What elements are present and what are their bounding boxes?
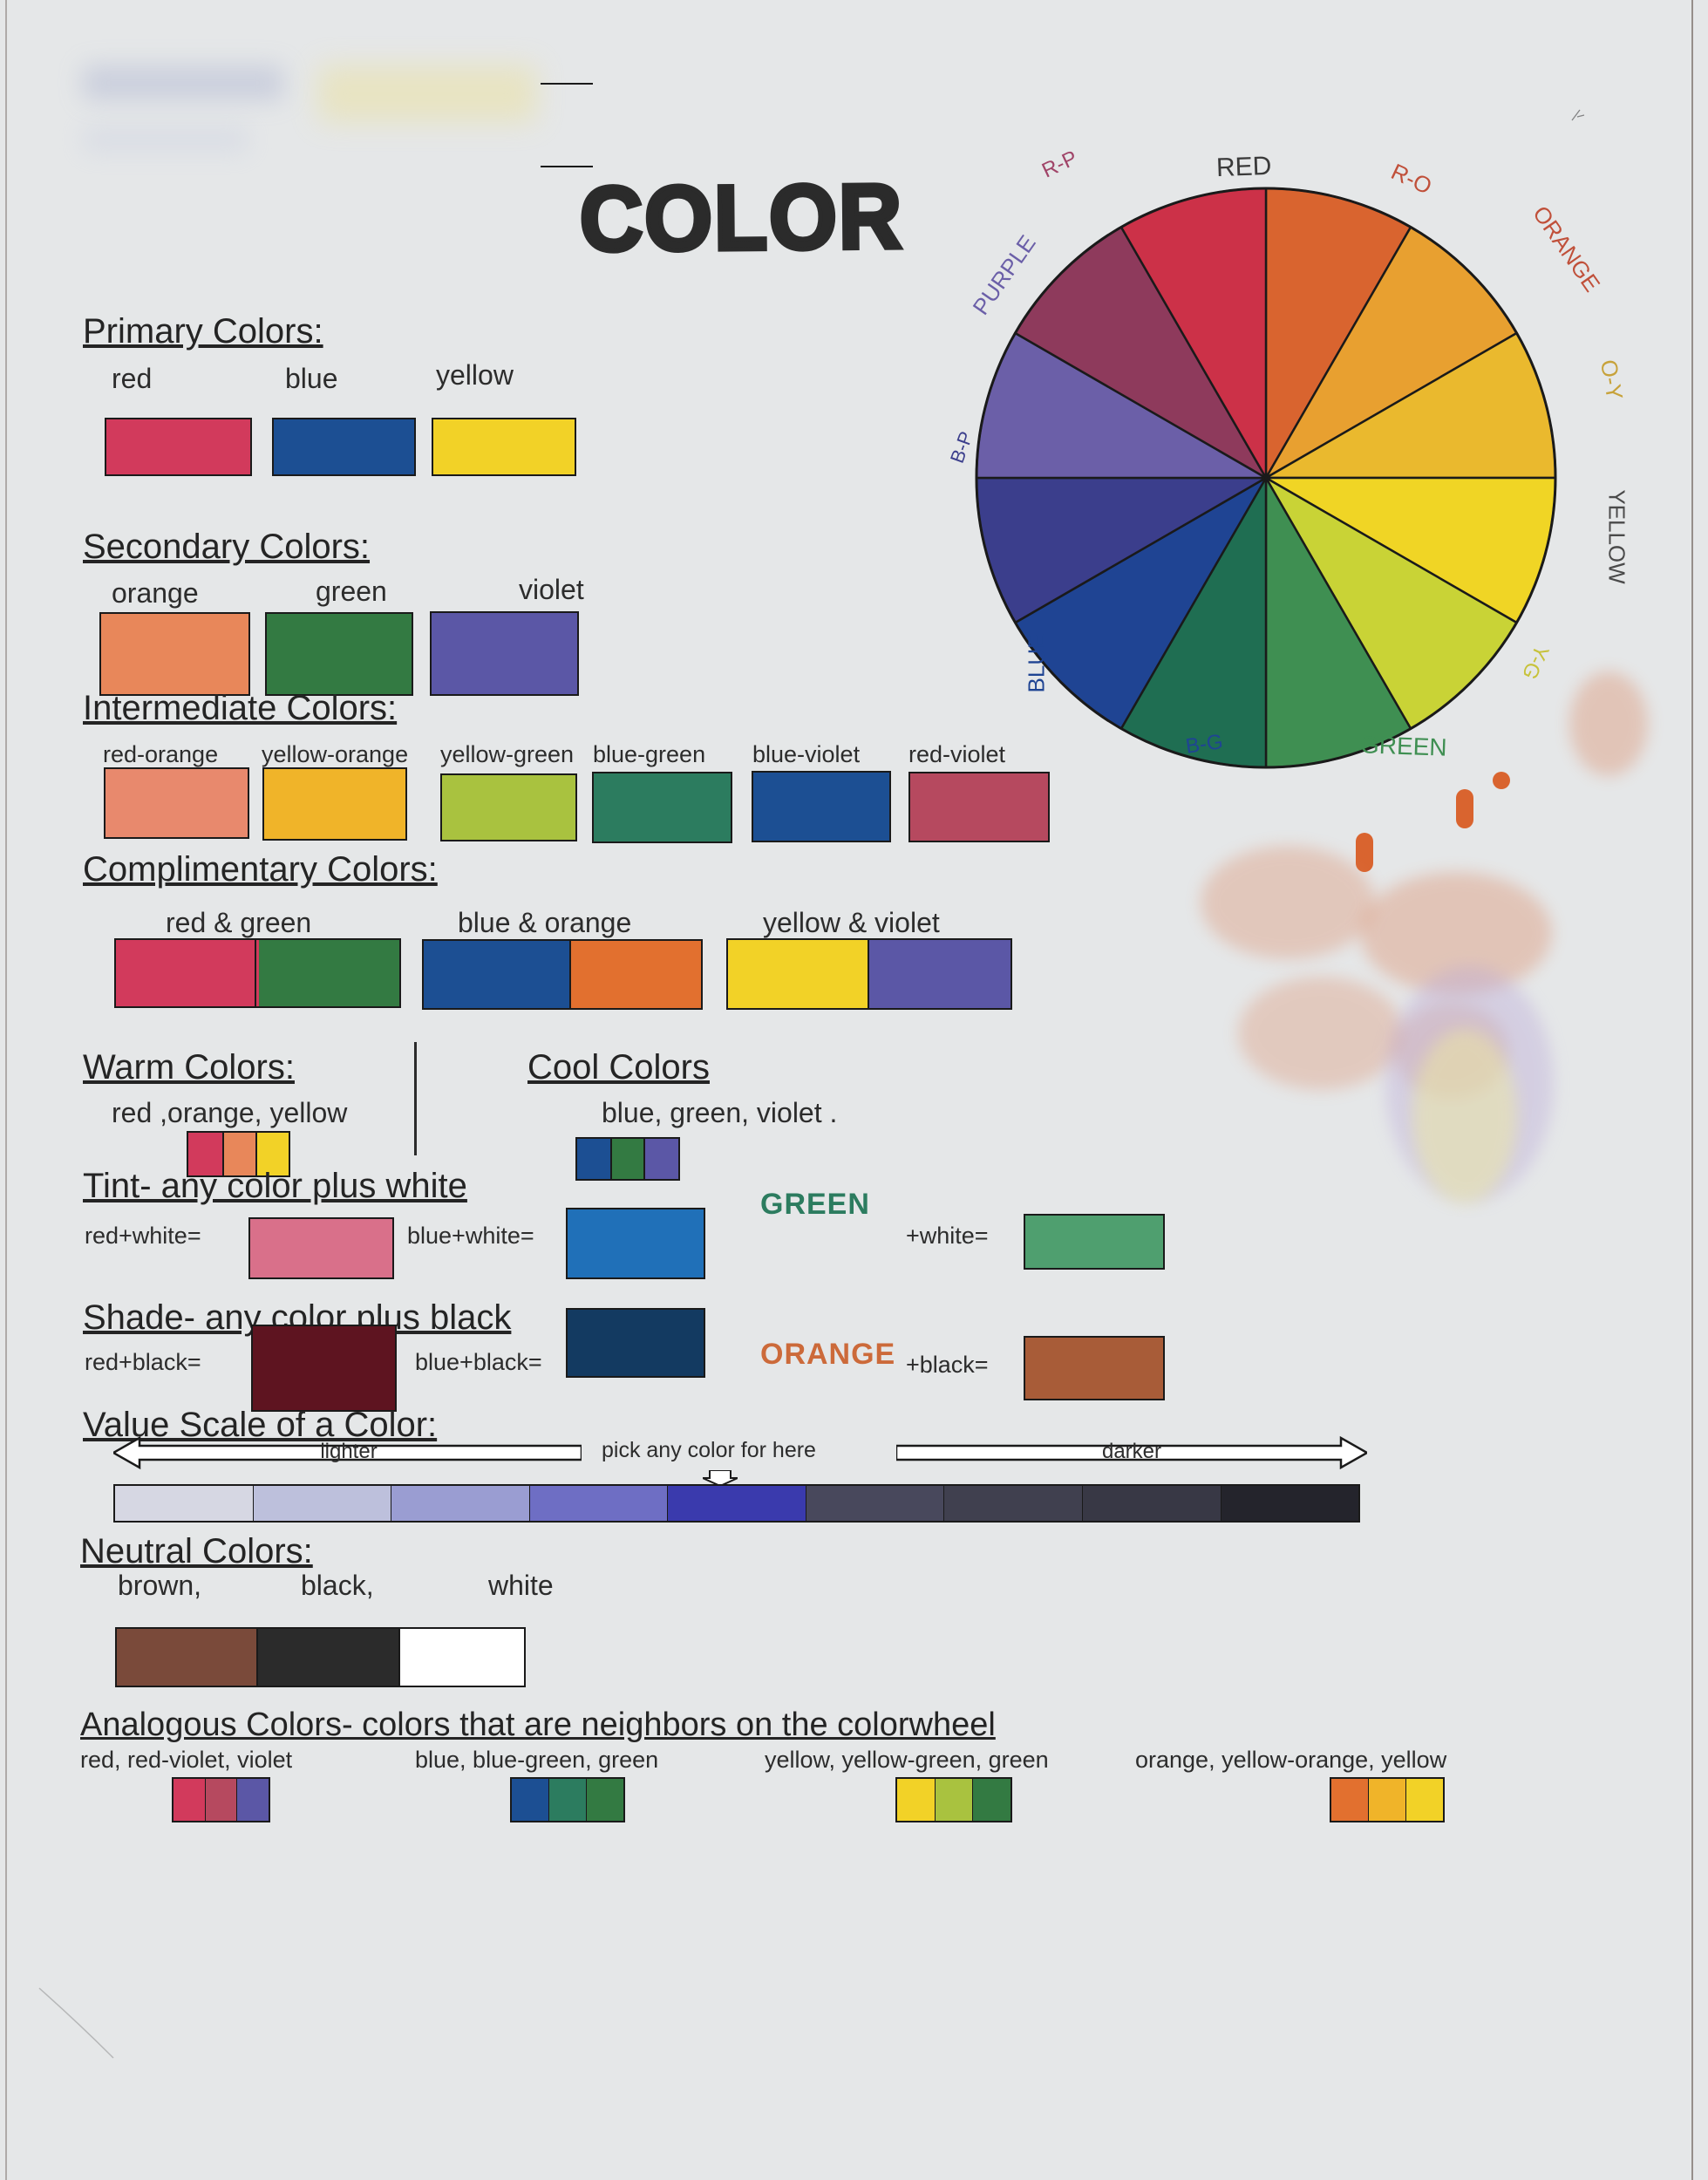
svg-text:lighter: lighter bbox=[320, 1440, 377, 1463]
svg-text:darker: darker bbox=[1102, 1440, 1161, 1463]
